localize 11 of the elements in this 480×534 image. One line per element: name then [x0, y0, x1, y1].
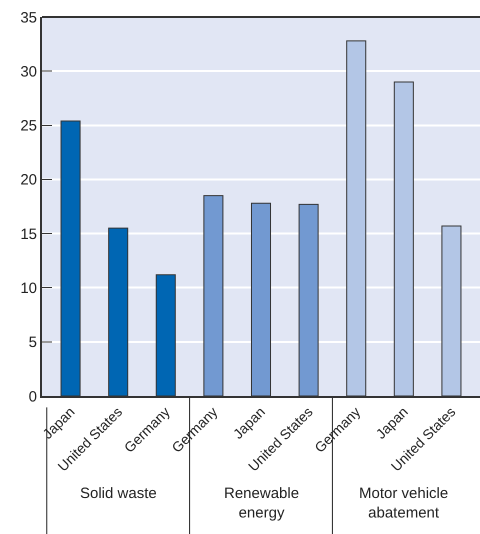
y-tick-label: 15 — [20, 226, 37, 243]
y-tick-label: 5 — [28, 334, 37, 352]
text: Renewable energy — [224, 485, 300, 522]
y-tick-label: 20 — [20, 172, 37, 189]
y-tick-label: 30 — [20, 63, 37, 80]
y-tick-label: 35 — [20, 9, 37, 26]
text: Motor vehicle abatement — [359, 485, 448, 522]
y-tick-label: 0 — [28, 388, 37, 406]
text: Solid waste — [80, 485, 157, 502]
y-tick-label: 25 — [20, 118, 37, 135]
y-tick-label: 10 — [20, 280, 37, 297]
